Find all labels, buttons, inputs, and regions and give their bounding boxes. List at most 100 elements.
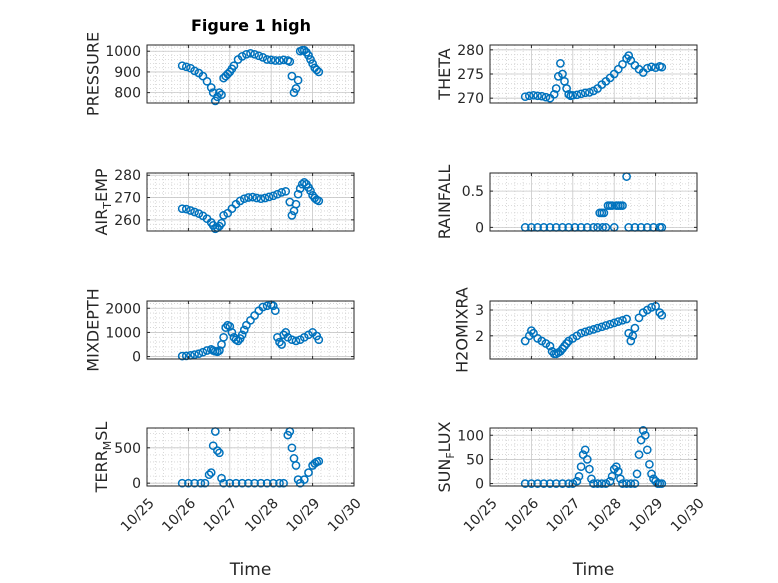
data-point [520, 479, 530, 488]
data-point [630, 479, 640, 488]
data-point [657, 479, 667, 488]
data-point [293, 189, 303, 199]
x-axis-label: Time [229, 560, 272, 580]
data-point [545, 479, 555, 488]
data-point [651, 63, 660, 73]
y-tick-label: 800 [114, 86, 141, 102]
x-tick-label: 10/25 [461, 495, 501, 535]
data-point [291, 199, 301, 209]
data-point [613, 317, 623, 326]
data-point [202, 76, 212, 86]
data-point [624, 51, 634, 60]
axes-box [489, 300, 698, 360]
data-point [299, 475, 309, 484]
data-point [640, 430, 650, 440]
data-point [580, 445, 590, 455]
data-point [520, 336, 530, 346]
data-point [266, 55, 276, 65]
data-point [642, 445, 652, 455]
data-point [628, 331, 638, 341]
data-point [181, 62, 191, 72]
data-point [585, 464, 594, 474]
y-axis-label: MIXDEPTH [84, 288, 103, 371]
data-point [250, 49, 259, 59]
data-point [593, 323, 602, 333]
data-point [268, 478, 278, 488]
y-tick-label: 0.5 [462, 184, 484, 200]
data-point [225, 478, 235, 488]
subplot-7: 0 500 10/25 10/26 10/27 10/28 10/29 10/30 Time TE… [92, 422, 365, 580]
y-tick-label: 2000 [105, 301, 141, 317]
data-point [582, 455, 592, 464]
data-point [281, 186, 291, 196]
data-point [551, 479, 561, 488]
data-point [233, 336, 243, 346]
axes-box [146, 427, 355, 487]
y-tick-label: 270 [457, 91, 484, 107]
data-point [618, 479, 627, 488]
data-point [576, 328, 586, 338]
data-point [210, 96, 220, 106]
axes-box [146, 300, 355, 360]
data-point [308, 59, 317, 68]
data-point [599, 208, 609, 218]
data-point [568, 90, 578, 100]
data-point [314, 196, 324, 206]
data-point [312, 65, 322, 75]
data-point [270, 306, 280, 316]
y-axis-label: PRESSURE [84, 32, 103, 116]
y-tick-label: 1000 [105, 325, 141, 341]
data-point [177, 61, 187, 71]
data-point [219, 478, 228, 488]
x-axis-label: Time [572, 560, 615, 580]
data-point [200, 478, 210, 488]
data-point [198, 71, 208, 81]
data-point [275, 56, 284, 65]
data-point [520, 92, 530, 102]
data-point [649, 474, 658, 484]
data-point [190, 66, 199, 76]
y-tick-label: 280 [457, 43, 484, 59]
y-tick-label: 2 [475, 329, 484, 345]
x-tick-label: 10/26 [159, 495, 199, 535]
x-tick-label: 10/27 [544, 495, 584, 535]
data-point [256, 194, 266, 204]
data-point [539, 479, 549, 488]
data-point [597, 479, 607, 488]
y-tick-label: 1000 [105, 44, 141, 60]
x-tick-label: 10/29 [626, 495, 666, 535]
data-point [657, 310, 667, 320]
data-point [607, 201, 617, 210]
data-point [190, 207, 199, 217]
data-point [244, 478, 253, 488]
data-point [248, 192, 257, 202]
data-point [562, 339, 571, 348]
data-point [287, 335, 297, 345]
data-point [268, 191, 278, 201]
data-point [217, 218, 226, 228]
y-tick-label: 0 [475, 220, 484, 236]
data-point [287, 443, 297, 453]
data-point [270, 56, 280, 65]
data-point [273, 189, 282, 199]
data-point [291, 461, 301, 470]
data-point [239, 194, 249, 204]
data-point [626, 479, 636, 488]
data-point [237, 330, 247, 340]
data-point [198, 347, 208, 357]
data-point [306, 55, 315, 64]
y-axis-label: TERRMSL [92, 422, 114, 494]
data-point [219, 332, 228, 342]
axes-background [490, 428, 697, 486]
data-point [277, 340, 286, 349]
y-tick-label: 50 [466, 452, 484, 468]
data-point [558, 479, 567, 488]
data-point [589, 479, 598, 488]
x-tick-label: 10/29 [283, 495, 323, 535]
data-point [295, 184, 305, 193]
data-point [576, 462, 586, 472]
data-point [533, 91, 542, 101]
data-point [285, 57, 295, 66]
data-point [556, 59, 565, 68]
y-axis-label: H2OMIXRA [452, 287, 471, 373]
